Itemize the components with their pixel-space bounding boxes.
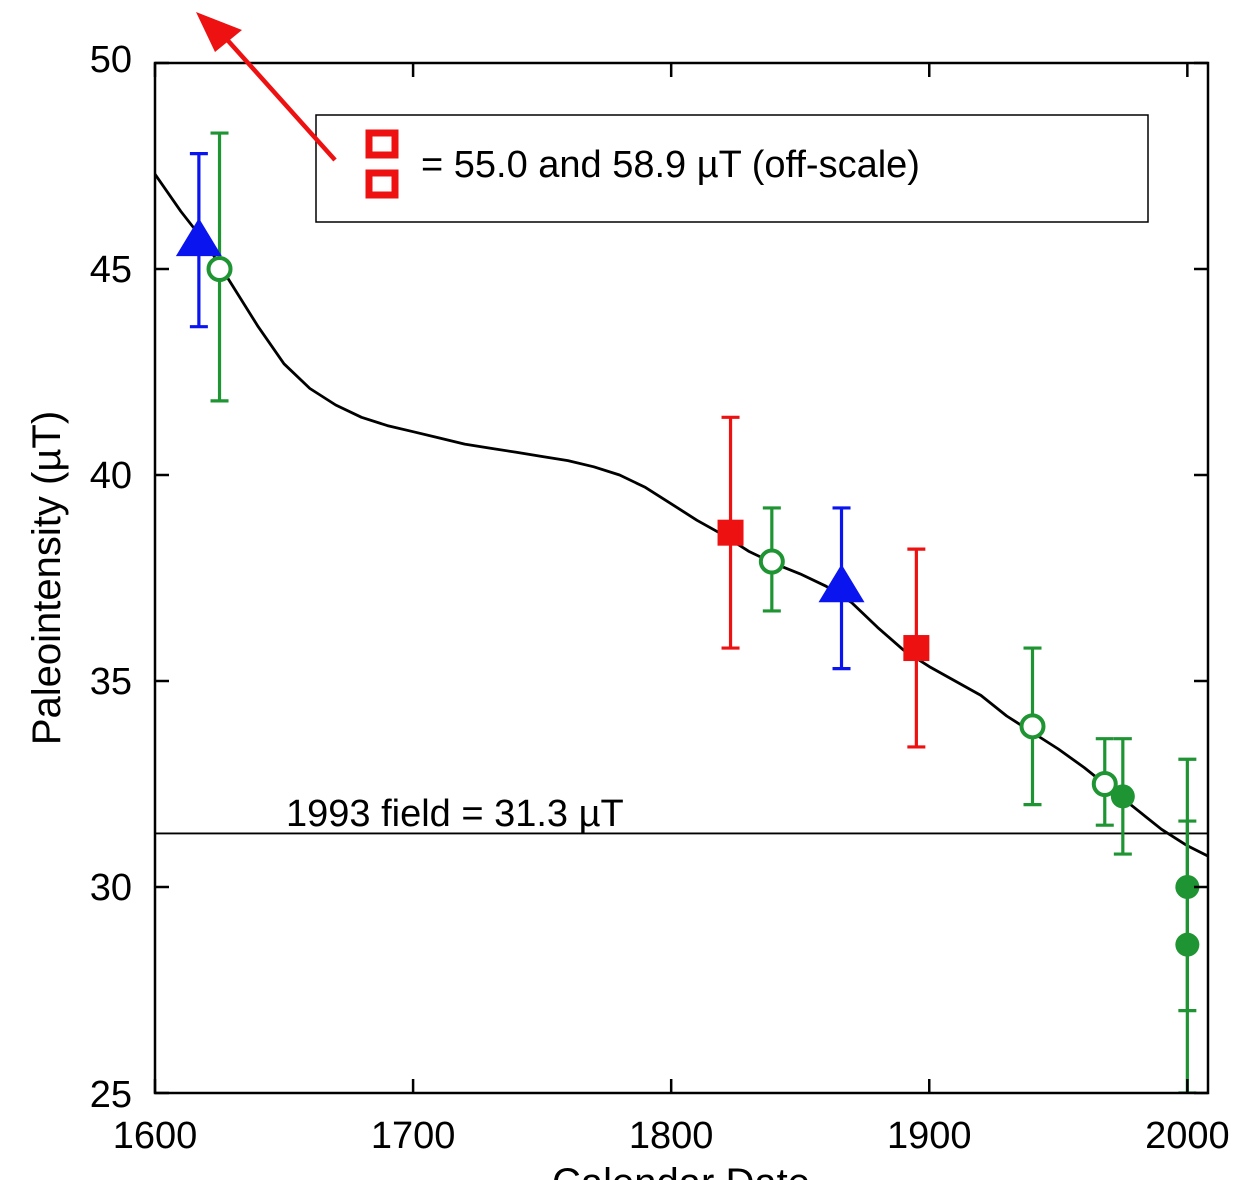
plot-data-layer bbox=[155, 131, 1208, 1093]
y-tick-label: 50 bbox=[90, 39, 132, 81]
y-axis-label: Paleointensity (µT) bbox=[25, 411, 69, 745]
x-axis-label: Calendar Date bbox=[552, 1161, 810, 1180]
tick-labels: 1600 1700 1800 1900 2000 25 30 35 40 45 50 bbox=[90, 39, 1230, 1157]
plot-frame bbox=[153, 61, 1210, 1095]
data-point-open-circle bbox=[1091, 771, 1118, 797]
data-point-open-circle bbox=[206, 256, 233, 282]
x-tick-label: 1800 bbox=[629, 1115, 714, 1157]
legend-text: = 55.0 and 58.9 µT (off-scale) bbox=[421, 144, 920, 186]
data-point-triangle bbox=[175, 218, 222, 257]
off-scale-arrow bbox=[196, 12, 337, 162]
data-point-open-circle bbox=[1019, 713, 1046, 740]
data-point-square bbox=[903, 635, 930, 662]
data-point-filled-circle bbox=[1175, 875, 1200, 899]
data-point-filled-circle bbox=[1175, 932, 1200, 957]
x-tick-label: 1600 bbox=[113, 1115, 198, 1157]
data-point-triangle bbox=[818, 564, 865, 603]
data-point-square bbox=[717, 519, 744, 546]
y-tick-label: 45 bbox=[90, 249, 132, 291]
data-point-open-circle bbox=[758, 548, 785, 575]
data-point-filled-circle bbox=[1110, 784, 1135, 809]
x-tick-label: 1900 bbox=[887, 1115, 972, 1157]
reference-line-label: 1993 field = 31.3 µT bbox=[286, 793, 624, 835]
y-tick-label: 40 bbox=[90, 455, 132, 497]
y-tick-label: 35 bbox=[90, 661, 132, 703]
y-tick-label: 25 bbox=[90, 1074, 132, 1116]
y-tick-label: 30 bbox=[90, 867, 132, 909]
x-tick-label: 2000 bbox=[1145, 1115, 1230, 1157]
model-curve bbox=[155, 173, 1208, 858]
legend-open-square-marker bbox=[365, 169, 399, 199]
legend-open-square-marker bbox=[365, 129, 399, 159]
x-tick-label: 1700 bbox=[371, 1115, 456, 1157]
legend-box: = 55.0 and 58.9 µT (off-scale) bbox=[315, 114, 1149, 223]
